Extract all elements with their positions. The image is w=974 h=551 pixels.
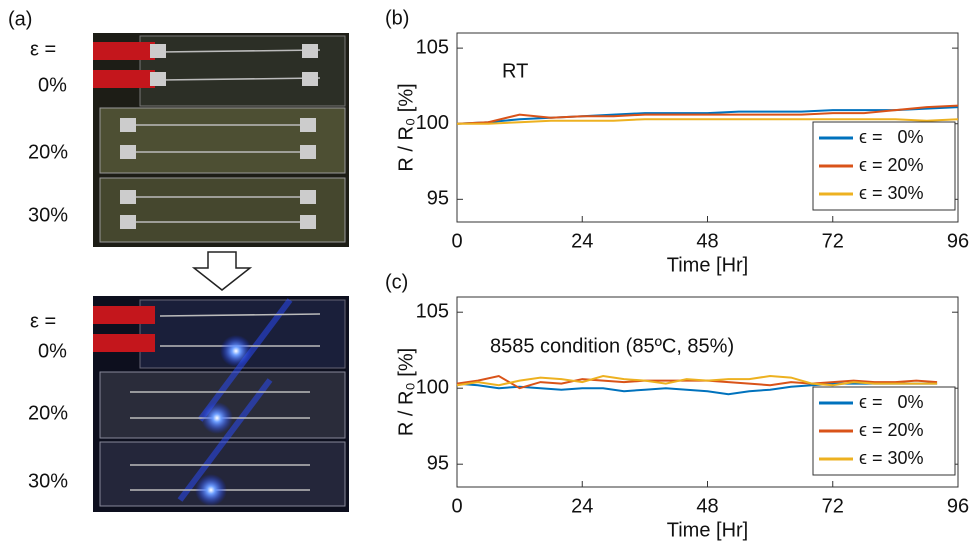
data-line [457,118,959,125]
photo-top [93,33,349,247]
annotation: 8585 condition (85ºC, 85%) [490,335,734,357]
legend-label: ϵ = 0% [859,392,924,412]
y-axis-label: R / R₀ [%] [395,83,417,171]
data-line [456,374,938,387]
y-tick-label: 105 [416,36,449,58]
panel-label: (b) [385,7,409,29]
strain-symbol: ε = [30,38,56,60]
x-tick-label: 0 [451,495,462,517]
x-tick-label: 24 [571,230,593,252]
strain-label: 20% [28,141,68,163]
data-line [456,106,959,125]
x-tick-label: 48 [696,230,718,252]
legend-label: ϵ = 20% [859,420,924,440]
x-tick-label: 24 [571,495,593,517]
strain-label: 20% [28,402,68,424]
annotation: RT [502,60,528,82]
strain-label: 0% [38,74,67,96]
strain-label: 30% [28,470,68,492]
legend-label: ϵ = 30% [859,183,924,203]
strain-label: 0% [38,340,67,362]
legend-label: ϵ = 0% [859,127,924,147]
arrow [191,251,253,291]
legend-label: ϵ = 30% [859,448,924,468]
y-axis-label: R / R₀ [%] [395,348,417,436]
legend-label: ϵ = 20% [859,155,924,175]
x-axis-label: Time [Hr] [667,519,748,541]
panel-label: (a) [8,8,32,30]
y-tick-label: 105 [416,300,449,322]
y-tick-label: 95 [427,452,449,474]
x-tick-label: 72 [822,230,844,252]
data-line [456,382,938,396]
x-axis-label: Time [Hr] [667,254,748,276]
x-tick-label: 0 [451,230,462,252]
x-tick-label: 72 [822,495,844,517]
y-tick-label: 95 [427,188,449,210]
x-tick-label: 96 [947,495,969,517]
x-tick-label: 96 [947,230,969,252]
strain-label: 30% [28,204,68,226]
strain-symbol: ε = [30,310,56,332]
y-tick-label: 100 [416,376,449,398]
data-line [456,104,959,125]
x-tick-label: 48 [696,495,718,517]
panel-label: (c) [385,271,408,293]
y-tick-label: 100 [416,112,449,134]
photo-bottom [93,296,349,512]
